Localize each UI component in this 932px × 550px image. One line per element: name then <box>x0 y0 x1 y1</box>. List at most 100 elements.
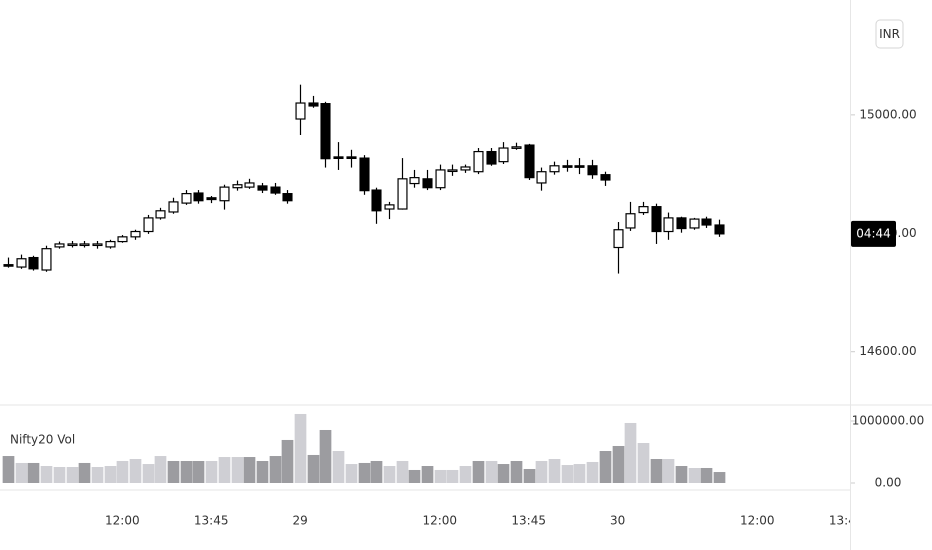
volume-bar <box>408 469 421 483</box>
volume-bar <box>497 464 510 483</box>
volume-bar <box>700 467 713 483</box>
price-axis: 14600.0014800.0015000.000.001000000.0004… <box>851 107 925 490</box>
candle-body <box>587 165 598 176</box>
candle-body <box>600 174 611 181</box>
x-tick-label: 12:00 <box>422 514 457 528</box>
candle-body <box>625 213 636 229</box>
candle-body <box>549 165 560 173</box>
volume-bar <box>269 456 282 483</box>
candle-body <box>638 206 649 214</box>
candle-body <box>16 258 27 268</box>
y-tick-label: 15000.00 <box>859 107 916 121</box>
volume-bar <box>332 451 345 483</box>
volume-bar <box>27 462 40 483</box>
x-tick-label: 13:45 <box>511 514 546 528</box>
currency-box[interactable] <box>875 19 904 49</box>
candle-body <box>486 150 497 165</box>
candle-body <box>409 177 420 185</box>
candle-body <box>447 169 458 173</box>
candle-body <box>524 144 535 179</box>
candle-body <box>67 243 78 247</box>
candle-body <box>701 218 712 226</box>
candle-body <box>320 103 331 160</box>
candle-body <box>28 256 39 270</box>
candle-body <box>333 156 344 160</box>
candle-body <box>41 248 52 271</box>
volume-bar <box>548 459 561 483</box>
volume-bar <box>2 456 15 483</box>
volume-bar <box>370 460 383 483</box>
candle-body <box>371 189 382 212</box>
candle-body <box>435 169 446 189</box>
volume-bar <box>383 466 396 483</box>
volume-bar <box>205 460 218 483</box>
candle-body <box>181 193 192 204</box>
volume-bar <box>91 467 104 483</box>
volume-bar <box>281 439 294 483</box>
volume-bar <box>446 469 459 483</box>
volume-bar <box>218 457 231 483</box>
volume-bar <box>624 422 637 483</box>
volume-bar <box>358 462 371 483</box>
volume-bar <box>612 445 625 483</box>
candle-body <box>613 229 624 249</box>
volume-bar <box>40 466 53 483</box>
volume-bar <box>421 466 434 483</box>
volume-bar <box>294 413 307 483</box>
volume-bar <box>713 472 726 483</box>
candle-body <box>282 193 293 202</box>
volume-bar <box>396 460 409 483</box>
volume-bar <box>675 466 688 483</box>
candle-body <box>130 230 141 238</box>
volume-bar <box>231 457 244 483</box>
candle-body <box>295 102 306 120</box>
countdown: 04:44 <box>856 226 891 240</box>
volume-bar <box>345 464 358 483</box>
volume-bar <box>256 460 269 483</box>
candle-body <box>143 217 154 233</box>
candle-body <box>676 217 687 230</box>
volume-bar <box>78 462 91 483</box>
x-tick-label: 12:00 <box>740 514 775 528</box>
x-tick-label: 12:00 <box>105 514 140 528</box>
y-tick-label: 14600.00 <box>859 344 916 358</box>
candle-body <box>3 264 14 267</box>
volume-bar <box>459 466 472 483</box>
candle-body <box>193 192 204 202</box>
volume-title: Nifty20 Vol <box>10 433 75 447</box>
volume-bar <box>142 464 155 483</box>
x-tick-label: 13:45 <box>194 514 229 528</box>
candle-body <box>270 186 281 194</box>
candle-body <box>384 204 395 210</box>
currency: INR <box>879 27 900 41</box>
volume-bar <box>66 467 79 483</box>
candle-body <box>168 201 179 213</box>
candle-body <box>257 185 268 191</box>
candle-body <box>714 224 725 235</box>
volume-bar <box>167 460 180 483</box>
volume-bar <box>510 460 523 483</box>
candle-body <box>651 206 662 233</box>
x-tick-label: 29 <box>292 514 307 528</box>
plot-area: 12:00 13:45 29 12:00 13:45 30 12:00 13:45 <box>2 84 864 528</box>
volume-tick-label: 0.00 <box>875 476 902 490</box>
volume-bar <box>129 459 142 483</box>
candle-body <box>79 243 90 247</box>
volume-bar <box>53 467 66 483</box>
x-tick-label: 30 <box>610 514 625 528</box>
volume-tick-label: 1000000.00 <box>852 413 925 427</box>
volume-bar <box>307 454 320 483</box>
candle-body <box>460 166 471 171</box>
candle-body <box>498 147 509 163</box>
volume-bar <box>192 460 205 483</box>
candle-body <box>346 156 357 160</box>
volume-bar <box>637 443 650 483</box>
volume-bar <box>662 459 675 483</box>
volume-bar <box>599 451 612 483</box>
volume-bar <box>535 460 548 483</box>
candle-body <box>663 217 674 233</box>
volume-bar <box>434 469 447 483</box>
volume-bar <box>243 457 256 483</box>
x-tick-label: 13:45 <box>829 514 864 528</box>
volume-bar <box>523 468 536 483</box>
